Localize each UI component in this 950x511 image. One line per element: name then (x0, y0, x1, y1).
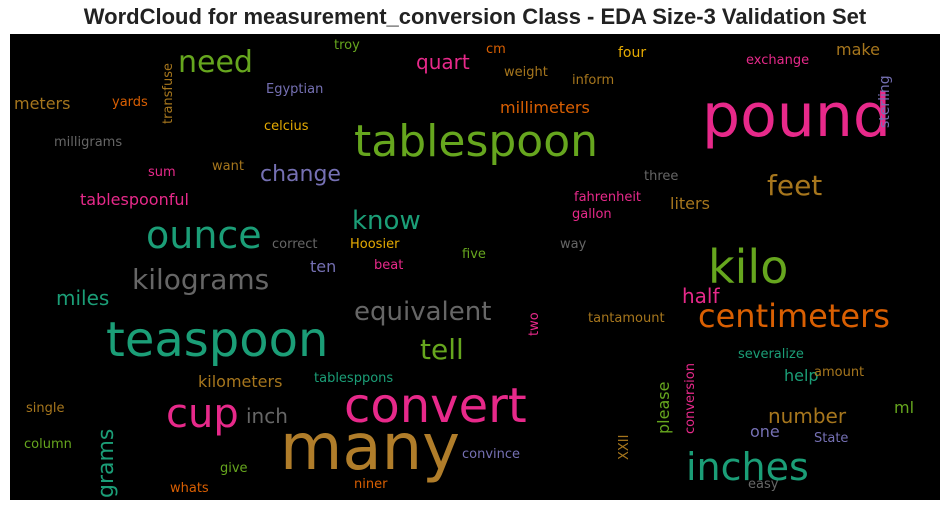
word-ounce: ounce (146, 213, 262, 257)
word-inches: inches (686, 445, 809, 489)
word-tablespoonful: tablespoonful (80, 190, 189, 209)
word-centimeters: centimeters (698, 297, 890, 335)
word-feet: feet (767, 169, 823, 202)
word-five: five (462, 247, 486, 262)
word-kilo: kilo (708, 240, 789, 294)
word-kilometers: kilometers (198, 372, 283, 391)
word-inform: inform (572, 73, 615, 88)
word-equivalent: equivalent (354, 297, 492, 327)
word-sum: sum (148, 165, 176, 180)
chart-title: WordCloud for measurement_conversion Cla… (83, 4, 867, 29)
word-sterling: sterling (877, 75, 893, 128)
word-easy: easy (748, 477, 779, 492)
word-many: many (280, 411, 460, 485)
word-tantamount: tantamount (588, 311, 665, 326)
word-troy: troy (334, 38, 360, 53)
word-whats: whats (170, 481, 209, 496)
word-grams: grams (94, 428, 119, 498)
word-ten: ten (310, 257, 337, 276)
word-half: half (682, 284, 720, 308)
word-help: help (784, 366, 819, 385)
word-quart: quart (416, 50, 470, 74)
word-miles: miles (56, 286, 110, 310)
word-correct: correct (272, 237, 318, 252)
word-teaspoon: teaspoon (106, 312, 329, 368)
word-change: change (260, 162, 341, 187)
word-number: number (768, 404, 847, 428)
word-niner: niner (354, 477, 388, 492)
word-hoosier: Hoosier (350, 237, 400, 252)
word-amount: amount (814, 365, 865, 380)
word-fahrenheit: fahrenheit (574, 190, 642, 205)
word-xxii: XXII (617, 434, 632, 460)
word-tablespoon: tablespoon (354, 116, 599, 167)
word-celcius: celcius (264, 119, 309, 134)
word-one: one (750, 422, 780, 441)
word-need: need (178, 45, 253, 80)
word-know: know (352, 206, 421, 236)
word-four: four (618, 45, 647, 61)
word-severalize: severalize (738, 347, 804, 362)
word-please: please (654, 381, 673, 434)
word-cloud-canvas: many pound tablespoon teaspoon convert kilo ou… (10, 34, 940, 500)
word-egyptian: Egyptian (266, 82, 324, 97)
word-cup: cup (166, 391, 239, 437)
word-millimeters: millimeters (500, 98, 590, 117)
word-three: three (644, 169, 679, 184)
word-yards: yards (112, 95, 148, 110)
word-transfuse: transfuse (161, 62, 176, 124)
word-ml: ml (894, 398, 915, 417)
word-make: make (836, 40, 880, 59)
word-convince: convince (462, 447, 521, 462)
word-tell: tell (420, 333, 464, 366)
word-exchange: exchange (746, 53, 810, 68)
word-way: way (560, 237, 587, 252)
word-milligrams: milligrams (54, 135, 123, 150)
word-single: single (26, 401, 65, 416)
word-meters: meters (14, 94, 71, 113)
word-beat: beat (374, 258, 404, 273)
word-conversion: conversion (683, 363, 698, 434)
word-give: give (220, 461, 248, 476)
word-weight: weight (504, 65, 548, 80)
word-tablesppons: tablesppons (314, 371, 394, 386)
word-kilograms: kilograms (132, 263, 270, 296)
word-pound: pound (702, 81, 891, 151)
word-inch: inch (246, 404, 288, 428)
word-state: State (814, 431, 849, 446)
word-gallon: gallon (572, 207, 612, 222)
word-cm: cm (486, 42, 506, 57)
word-two: two (527, 312, 542, 336)
word-convert: convert (344, 378, 527, 434)
word-want: want (212, 159, 244, 174)
word-column: column (24, 437, 72, 452)
word-liters: liters (670, 194, 710, 213)
